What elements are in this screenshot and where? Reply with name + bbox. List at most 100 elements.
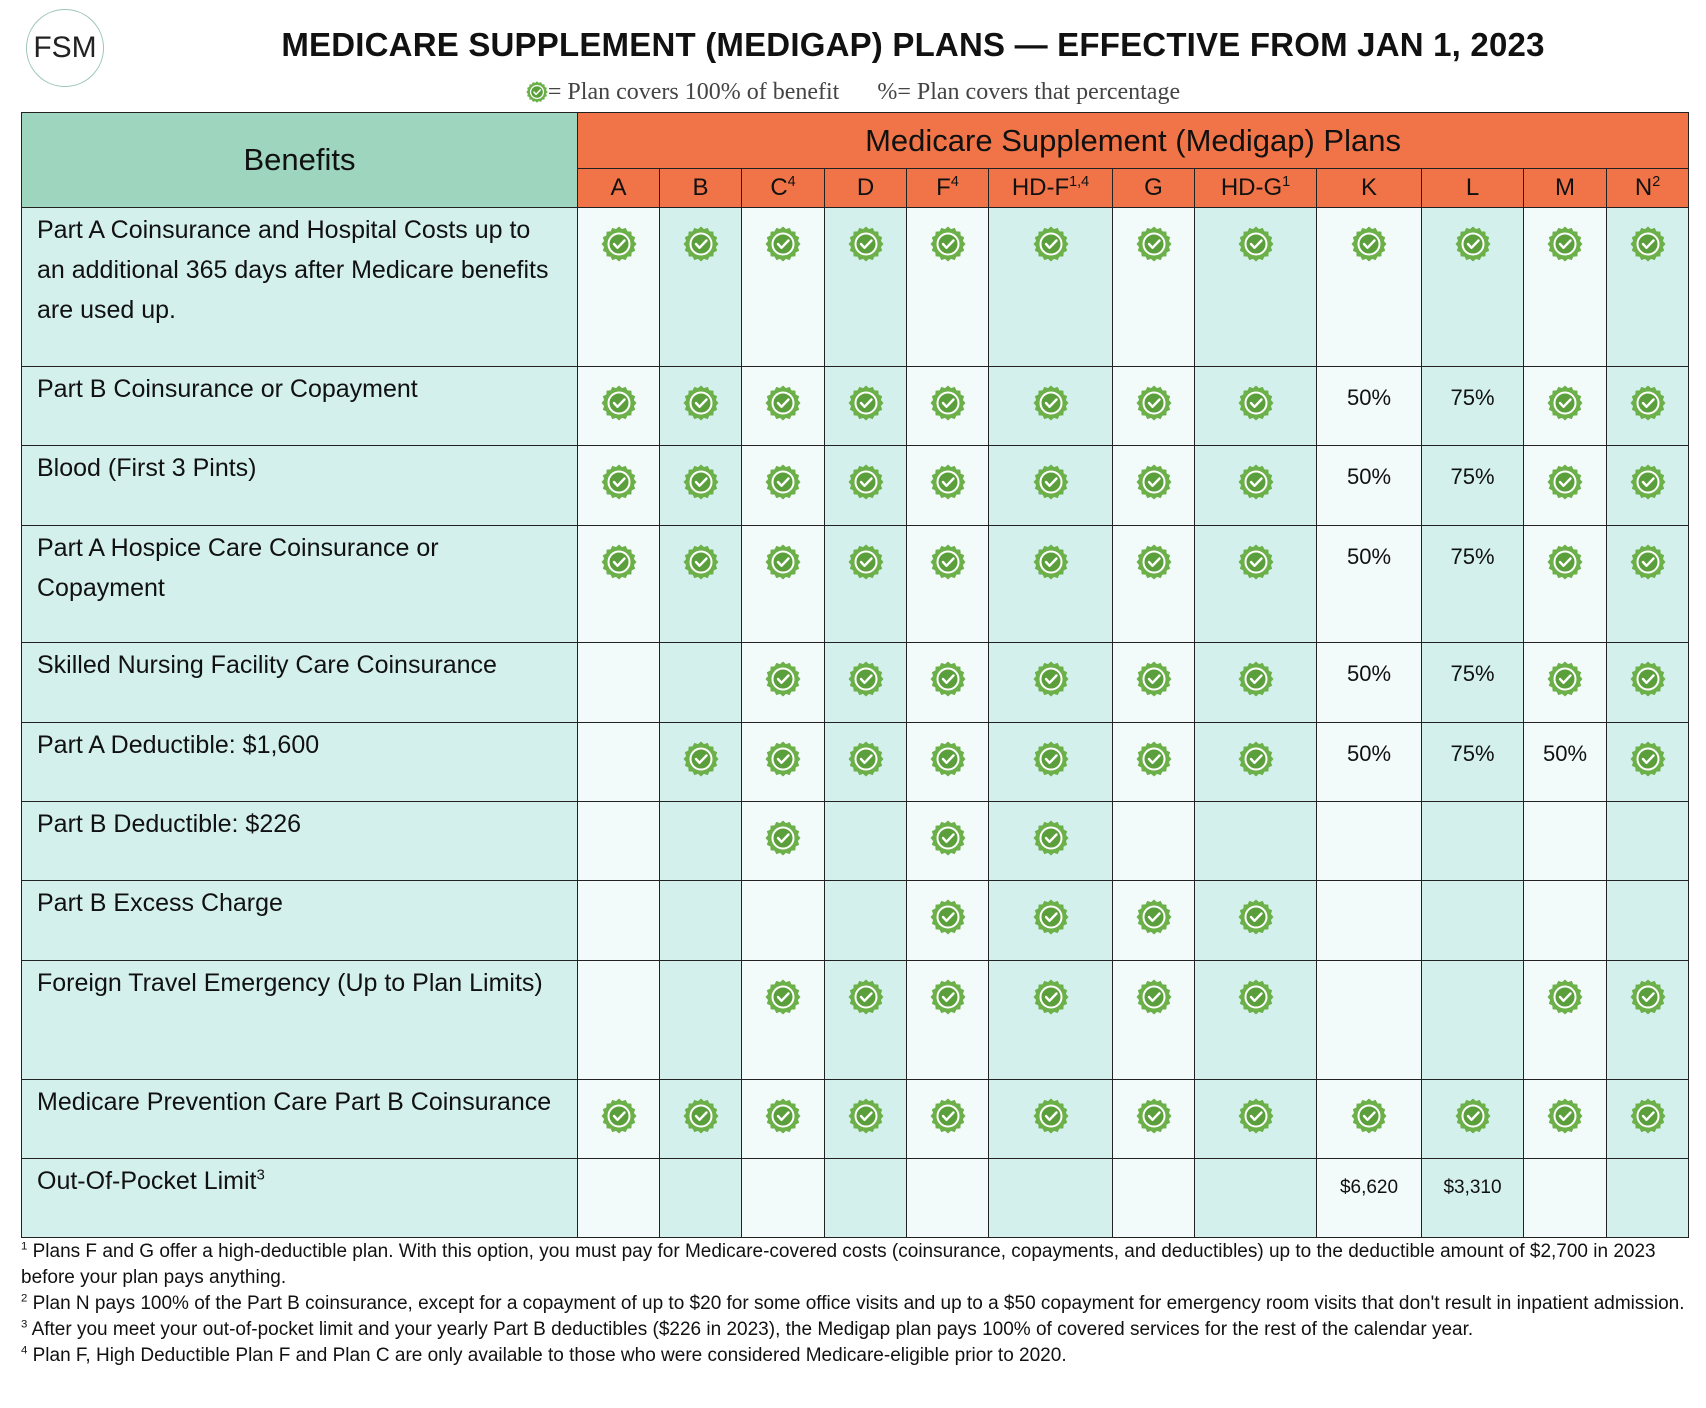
plan-cell — [988, 525, 1113, 643]
benefit-label: Part A Hospice Care Coinsurance or Copay… — [21, 525, 578, 643]
benefit-label: Blood (First 3 Pints) — [21, 445, 578, 526]
benefit-label: Part B Coinsurance or Copayment — [21, 366, 578, 446]
plan-cell — [741, 207, 825, 367]
plan-cell — [1523, 445, 1607, 526]
plan-cell — [906, 1158, 989, 1238]
check-icon — [1630, 464, 1666, 500]
plan-cell — [1605, 445, 1690, 526]
plan-header: C4 — [741, 168, 825, 208]
plan-cell — [741, 960, 825, 1080]
check-icon — [930, 979, 965, 1015]
check-icon — [1136, 741, 1171, 777]
header-row: Benefits Medicare Supplement (Medigap) Pl… — [21, 112, 1690, 208]
benefit-label: Medicare Prevention Care Part B Coinsura… — [21, 1079, 578, 1159]
check-icon — [1136, 899, 1171, 935]
plan-header: HD-F1,4 — [988, 168, 1113, 208]
check-icon — [1033, 979, 1068, 1015]
footnote-text: Plan N pays 100% of the Part B coinsuran… — [32, 1293, 1685, 1314]
benefit-row: Blood (First 3 Pints) 50% 75% — [21, 445, 1690, 526]
title: MEDICARE SUPPLEMENT (MEDIGAP) PLANS — EF… — [281, 26, 1545, 63]
check-icon — [765, 979, 801, 1015]
plan-cell — [577, 880, 660, 961]
footnote-ref: 1 — [1282, 174, 1291, 190]
plan-cell — [577, 1079, 660, 1159]
check-icon — [1238, 544, 1273, 580]
check-icon — [1238, 385, 1273, 421]
plan-name: C — [770, 174, 788, 201]
plan-header: M — [1523, 168, 1607, 208]
cell-value: $3,310 — [1443, 1177, 1502, 1198]
plan-cell — [577, 960, 660, 1080]
plan-cell: 75% — [1421, 642, 1524, 723]
check-icon — [683, 544, 718, 580]
plan-cell — [1421, 207, 1524, 367]
plan-cell — [659, 642, 742, 723]
plan-cell — [824, 1079, 907, 1159]
check-icon — [930, 741, 965, 777]
plan-cell — [741, 445, 825, 526]
plan-cell — [1421, 960, 1524, 1080]
plan-cell — [906, 207, 989, 367]
check-icon — [1238, 226, 1273, 262]
check-icon — [930, 1098, 965, 1134]
plan-cell — [741, 366, 825, 446]
plan-cell — [824, 880, 907, 961]
footnote: 3 After you meet your out-of-pocket limi… — [21, 1317, 1691, 1343]
plan-cell — [1523, 366, 1607, 446]
check-icon — [601, 1098, 636, 1134]
plan-cell — [659, 1158, 742, 1238]
plan-cell — [1523, 525, 1607, 643]
footnote-marker: 4 — [21, 1344, 28, 1357]
check-icon — [1033, 820, 1068, 856]
plan-cell: 75% — [1421, 722, 1524, 802]
plan-cell — [1605, 722, 1690, 802]
check-icon — [930, 385, 965, 421]
plan-header: B — [659, 168, 742, 208]
cell-value: 75% — [1450, 661, 1495, 686]
benefit-label: Part B Excess Charge — [21, 880, 578, 961]
cell-value: 50% — [1542, 741, 1588, 766]
plan-cell — [824, 960, 907, 1080]
check-icon — [765, 741, 801, 777]
plan-cell — [1112, 801, 1195, 881]
check-icon — [1136, 1098, 1171, 1134]
plan-cell — [824, 366, 907, 446]
plan-cell — [741, 880, 825, 961]
plan-cell — [824, 1158, 907, 1238]
cell-value: 75% — [1450, 741, 1495, 766]
check-icon — [1455, 226, 1490, 262]
check-icon — [1033, 385, 1068, 421]
plan-cell — [1605, 960, 1690, 1080]
plan-cell — [1421, 1079, 1524, 1159]
plan-cell — [988, 880, 1113, 961]
plan-cell — [1316, 960, 1422, 1080]
footnote: 4 Plan F, High Deductible Plan F and Pla… — [21, 1343, 1691, 1369]
footnotes: 1 Plans F and G offer a high-deductible … — [21, 1239, 1691, 1369]
benefit-text: Medicare Prevention Care Part B Coinsura… — [37, 1088, 552, 1116]
plan-cell — [577, 642, 660, 723]
plan-header: K — [1316, 168, 1422, 208]
check-icon — [601, 464, 636, 500]
plan-cell — [659, 207, 742, 367]
plan-cell — [906, 960, 989, 1080]
plan-cell — [1194, 960, 1317, 1080]
footnote-text: After you meet your out-of-pocket limit … — [31, 1319, 1474, 1340]
plan-cell — [1194, 722, 1317, 802]
check-icon — [1238, 1098, 1273, 1134]
plan-cell — [906, 1079, 989, 1159]
benefit-text: Part A Coinsurance and Hospital Costs up… — [37, 216, 549, 324]
benefit-text: Out-Of-Pocket Limit — [37, 1167, 257, 1195]
check-icon — [848, 385, 883, 421]
check-icon — [1238, 979, 1273, 1015]
plan-cell — [1316, 1079, 1422, 1159]
benefit-text: Part B Excess Charge — [37, 889, 283, 917]
plan-cell — [1523, 642, 1607, 723]
plan-cell — [1316, 880, 1422, 961]
plan-cell — [577, 207, 660, 367]
check-icon — [1033, 661, 1068, 697]
check-icon — [848, 226, 883, 262]
benefit-text: Part B Deductible: $226 — [37, 810, 302, 838]
benefit-row: Out-Of-Pocket Limit3 $6,620 $3,310 — [21, 1158, 1690, 1238]
plan-cell — [1112, 722, 1195, 802]
